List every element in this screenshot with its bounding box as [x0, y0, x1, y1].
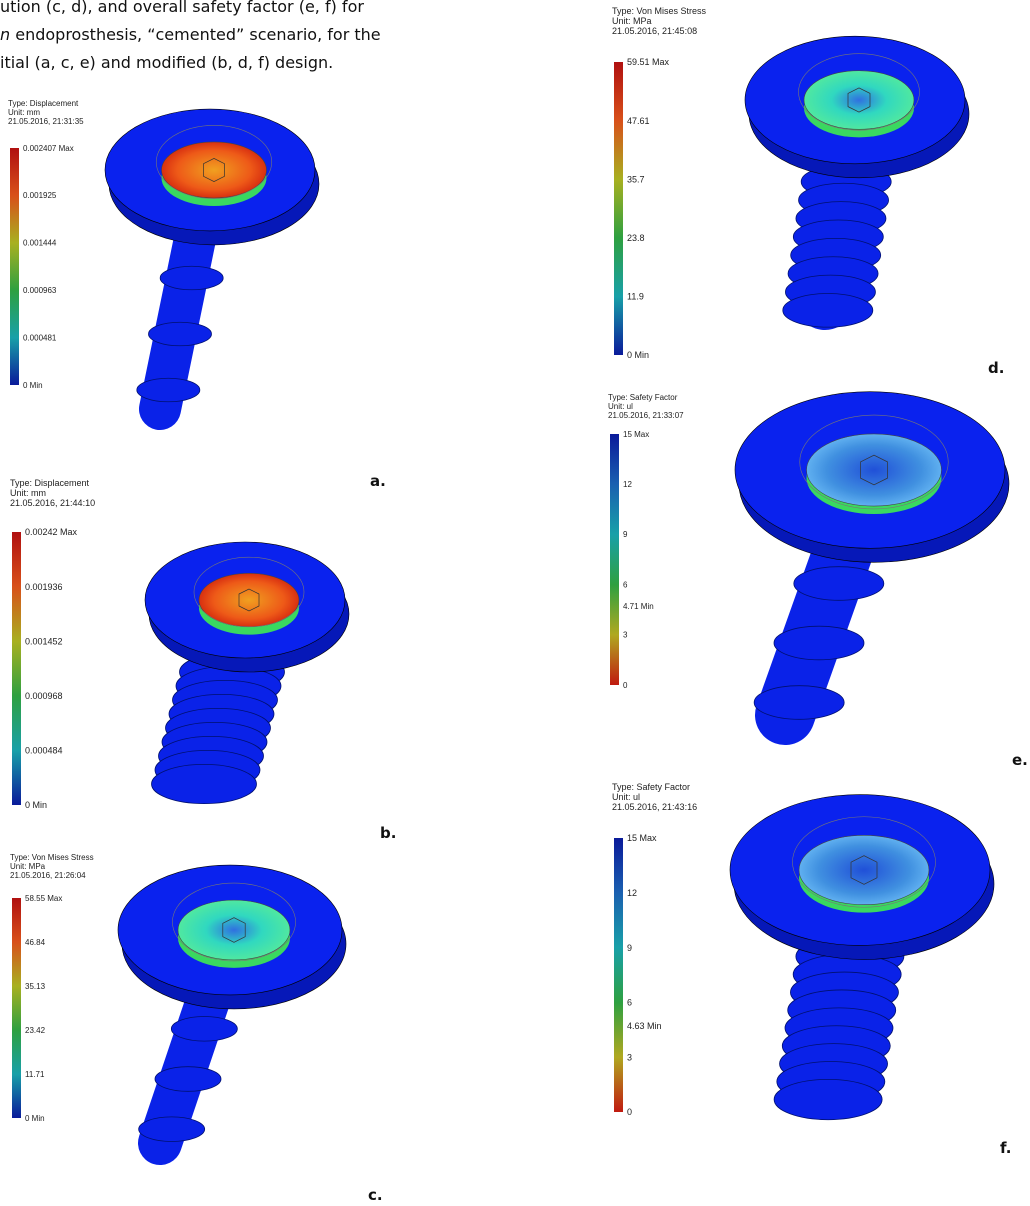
screw-thread — [754, 686, 844, 720]
screw-thread — [774, 1079, 882, 1119]
legend-header: 21.05.2016, 21:33:07 — [608, 411, 684, 420]
legend-label: 0 — [623, 681, 628, 690]
legend-label: 0.00242 Max — [25, 527, 78, 537]
legend-header: Unit: mm — [10, 488, 46, 498]
legend-label: 4.71 Min — [623, 602, 654, 611]
legend-label: 15 Max — [623, 430, 649, 439]
screw-thread — [152, 764, 257, 803]
legend-label: 11.71 — [25, 1070, 45, 1079]
legend-label: 12 — [627, 888, 637, 898]
legend-label: 58.55 Max — [25, 894, 62, 903]
screw-thread — [137, 378, 200, 402]
legend-label: 0.000963 — [23, 286, 57, 295]
legend-label: 6 — [623, 580, 628, 589]
legend-header: Type: Displacement — [8, 99, 79, 108]
caption-italic: n — [0, 25, 10, 44]
caption-line: n endoprosthesis, “cemented” scenario, f… — [0, 25, 381, 44]
legend-label: 23.8 — [627, 233, 645, 243]
legend-label: 9 — [623, 530, 628, 539]
legend-label: 35.13 — [25, 982, 46, 991]
legend-label: 6 — [627, 998, 632, 1008]
legend-label: 0 — [627, 1107, 632, 1117]
legend-header: Unit: ul — [612, 792, 640, 802]
color-bar — [614, 62, 623, 355]
head — [799, 835, 929, 904]
legend-header: 21.05.2016, 21:45:08 — [612, 26, 697, 36]
panel-label: f. — [1000, 1139, 1011, 1157]
legend-header: Unit: MPa — [10, 862, 46, 871]
panel-label: e. — [1012, 751, 1028, 769]
screw-thread — [149, 322, 212, 346]
legend-label: 23.42 — [25, 1026, 46, 1035]
legend-label: 0 Min — [25, 800, 47, 810]
legend-label: 3 — [627, 1052, 632, 1062]
legend-label: 0.001444 — [23, 239, 57, 248]
screw-thread — [139, 1117, 205, 1142]
legend-header: 21.05.2016, 21:43:16 — [612, 802, 697, 812]
legend-label: 59.51 Max — [627, 57, 670, 67]
legend-header: Type: Displacement — [10, 478, 90, 488]
color-bar — [12, 898, 21, 1118]
legend-label: 4.63 Min — [627, 1021, 662, 1031]
legend-header: Type: Safety Factor — [612, 782, 690, 792]
legend-header: Unit: MPa — [612, 16, 652, 26]
legend-label: 46.84 — [25, 938, 46, 947]
legend-label: 0.000968 — [25, 691, 63, 701]
legend-label: 47.61 — [627, 116, 650, 126]
legend-label: 15 Max — [627, 833, 657, 843]
legend-header: 21.05.2016, 21:44:10 — [10, 498, 95, 508]
caption-text: endoprosthesis, “cemented” scenario, for… — [10, 25, 380, 44]
legend-label: 0.001936 — [25, 582, 63, 592]
panel-label: c. — [368, 1186, 383, 1204]
legend-label: 3 — [623, 631, 628, 640]
legend-label: 0 Min — [627, 350, 649, 360]
legend-label: 35.7 — [627, 174, 645, 184]
panel-label: d. — [988, 359, 1004, 377]
legend-header: Type: Safety Factor — [608, 393, 678, 402]
head — [804, 71, 914, 130]
caption-line: itial (a, c, e) and modified (b, d, f) d… — [0, 53, 333, 72]
legend-label: 11.9 — [627, 292, 644, 302]
legend-label: 0.000484 — [25, 746, 63, 756]
caption-line: ution (c, d), and overall safety factor … — [0, 0, 364, 16]
legend-label: 0.001925 — [23, 191, 57, 200]
head — [178, 900, 290, 960]
color-bar — [614, 838, 623, 1112]
legend-header: Type: Von Mises Stress — [10, 853, 94, 862]
legend-header: 21.05.2016, 21:31:35 — [8, 117, 84, 126]
head — [807, 434, 942, 506]
screw-thread — [783, 294, 873, 328]
legend-label: 9 — [627, 943, 632, 953]
color-bar — [610, 434, 619, 685]
legend-header: Unit: ul — [608, 402, 633, 411]
legend-header: Unit: mm — [8, 108, 40, 117]
color-bar — [12, 532, 21, 805]
panel-label: a. — [370, 472, 386, 490]
screw-thread — [155, 1067, 221, 1092]
legend-header: 21.05.2016, 21:26:04 — [10, 871, 86, 880]
screw-thread — [160, 266, 223, 290]
color-bar — [10, 148, 19, 385]
figure: ution (c, d), and overall safety factor … — [0, 0, 1030, 1206]
legend-label: 0.002407 Max — [23, 144, 74, 153]
legend-label: 0.000481 — [23, 333, 57, 342]
legend-header: Type: Von Mises Stress — [612, 6, 707, 16]
screw-thread — [171, 1017, 237, 1042]
screw-thread — [794, 567, 884, 601]
screw-thread — [774, 626, 864, 660]
legend-label: 0.001452 — [25, 636, 63, 646]
head — [162, 142, 267, 198]
legend-label: 12 — [623, 480, 632, 489]
legend-label: 0 Min — [23, 381, 43, 390]
panel-label: b. — [380, 824, 396, 842]
legend-label: 0 Min — [25, 1114, 45, 1123]
